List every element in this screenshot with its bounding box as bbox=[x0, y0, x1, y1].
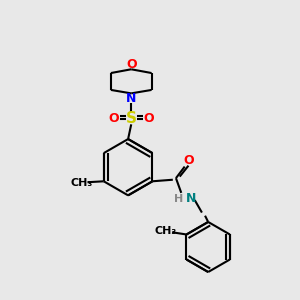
Text: O: O bbox=[126, 58, 136, 71]
Text: O: O bbox=[109, 112, 119, 125]
Text: S: S bbox=[126, 111, 137, 126]
Text: CH₃: CH₃ bbox=[154, 226, 176, 236]
Text: N: N bbox=[185, 192, 196, 205]
Text: H: H bbox=[175, 194, 184, 204]
Text: N: N bbox=[126, 92, 136, 105]
Text: O: O bbox=[183, 154, 194, 167]
Text: O: O bbox=[143, 112, 154, 125]
Text: CH₃: CH₃ bbox=[70, 178, 92, 188]
